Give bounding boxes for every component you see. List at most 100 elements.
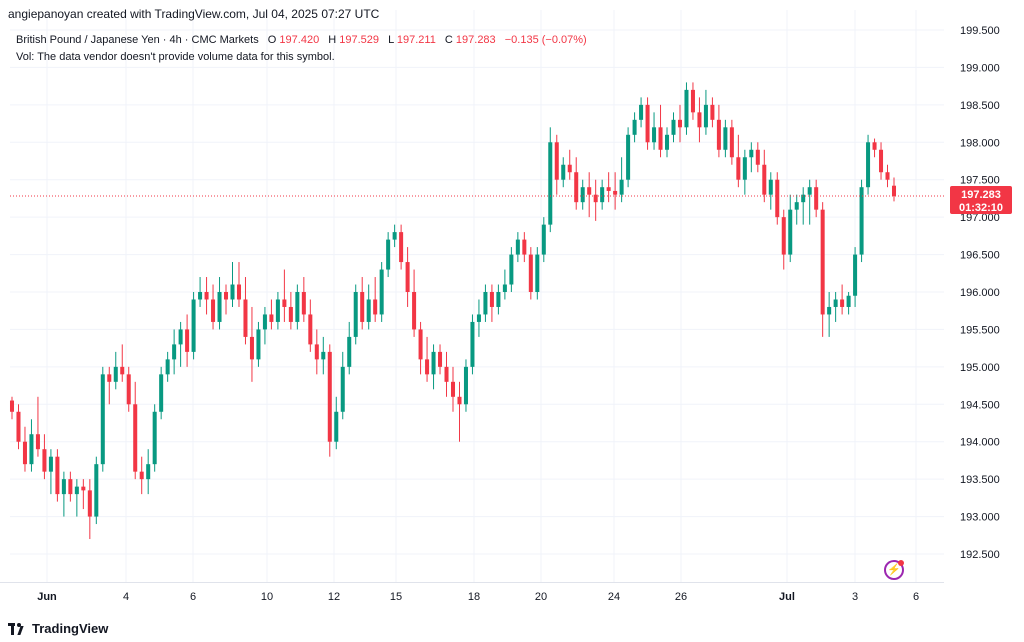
price-tick-label: 194.500: [960, 399, 1000, 411]
candle-body: [457, 396, 462, 405]
candle-body: [703, 104, 708, 128]
candle-down: [820, 202, 825, 337]
candle-body: [716, 119, 721, 150]
candle-body: [146, 464, 151, 480]
candle-down: [690, 82, 695, 120]
candle-down: [68, 471, 73, 502]
candle-body: [224, 292, 229, 300]
ohlc-close-value: 197.283: [456, 34, 496, 46]
candle-down: [729, 119, 734, 165]
candle-down: [781, 209, 786, 270]
candle-body: [327, 351, 332, 442]
candle-body: [509, 254, 514, 285]
candle-body: [308, 314, 313, 345]
brand-name: TradingView: [32, 621, 109, 636]
candle-body: [866, 142, 871, 188]
candle-body: [496, 292, 501, 307]
time-tick-label: 4: [123, 591, 129, 603]
candle-body: [288, 306, 293, 322]
candle-down: [840, 284, 845, 315]
candle-down: [35, 396, 40, 457]
candle-body: [872, 142, 877, 150]
candle-up: [262, 306, 267, 345]
candle-body: [723, 127, 728, 150]
candle-up: [48, 449, 53, 495]
price-tick-label: 197.000: [960, 212, 1000, 224]
candle-down: [574, 157, 579, 210]
candle-down: [554, 134, 559, 195]
candle-body: [522, 239, 527, 255]
candle-body: [16, 411, 21, 442]
candle-body: [399, 232, 404, 263]
candle-body: [412, 292, 417, 330]
price-tick-label: 196.500: [960, 250, 1000, 262]
price-axis[interactable]: 199.500 199.000 198.500 198.000 197.500 197.0…: [960, 25, 1000, 561]
tradingview-logo-icon: [8, 622, 26, 635]
candle-down: [107, 366, 112, 405]
candle-body: [840, 299, 845, 307]
candle-up: [113, 351, 118, 390]
candle-down: [288, 292, 293, 330]
time-axis[interactable]: Jun 4 6 10 12 15 18 20 24 26 Jul 3 6: [37, 591, 919, 603]
candle-up: [496, 284, 501, 315]
tradingview-brand[interactable]: TradingView: [8, 621, 108, 636]
candle-body: [639, 104, 644, 120]
price-tick-label: 199.500: [960, 25, 1000, 37]
candle-down: [327, 344, 332, 457]
ohlc-open-value: 197.420: [279, 34, 319, 46]
candle-up: [74, 479, 79, 517]
candle-down: [418, 321, 423, 375]
candle-down: [755, 142, 760, 173]
candle-body: [314, 344, 319, 360]
candle-body: [483, 292, 488, 315]
candle-body: [165, 359, 170, 375]
candle-up: [639, 97, 644, 128]
time-tick-label: 10: [261, 591, 273, 603]
candle-up: [619, 157, 624, 203]
candle-body: [87, 490, 92, 517]
candle-body: [379, 269, 384, 315]
candle-body: [22, 441, 27, 465]
candle-down: [593, 179, 598, 221]
candle-up: [152, 404, 157, 472]
candle-down: [55, 449, 60, 502]
candle-up: [100, 366, 105, 472]
candle-body: [593, 194, 598, 203]
candle-body: [742, 157, 747, 180]
candle-body: [891, 185, 897, 197]
candle-body: [386, 239, 391, 270]
candle-up: [230, 262, 235, 307]
price-tick-label: 195.500: [960, 324, 1000, 336]
price-tick-label: 192.500: [960, 549, 1000, 561]
candle-down: [16, 404, 21, 450]
candle-body: [113, 366, 118, 382]
candle-up: [198, 277, 203, 307]
candle-up: [801, 187, 806, 225]
ohlc-change: −0.135 (−0.07%): [505, 34, 587, 46]
candle-body: [450, 381, 456, 397]
candle-down: [314, 329, 319, 375]
candle-down: [282, 269, 287, 322]
candle-down: [269, 299, 274, 330]
candle-up: [340, 351, 345, 420]
candle-body: [107, 374, 112, 382]
price-tick-label: 193.000: [960, 512, 1000, 524]
candle-body: [392, 232, 397, 240]
candle-body: [613, 190, 618, 195]
lightning-bolt-icon[interactable]: ⚡: [884, 560, 904, 580]
candle-down: [9, 396, 15, 420]
candlestick-series: [9, 82, 897, 540]
candle-up: [541, 217, 546, 263]
candle-down: [425, 336, 430, 382]
time-tick-label: 6: [913, 591, 919, 603]
candle-body: [574, 172, 579, 203]
candle-body: [885, 172, 890, 180]
candle-up: [794, 194, 799, 225]
candle-down: [139, 456, 144, 495]
candle-down: [87, 479, 92, 540]
candle-body: [801, 194, 806, 203]
candle-body: [671, 119, 676, 135]
candle-down: [587, 172, 592, 218]
candle-up: [321, 336, 326, 375]
